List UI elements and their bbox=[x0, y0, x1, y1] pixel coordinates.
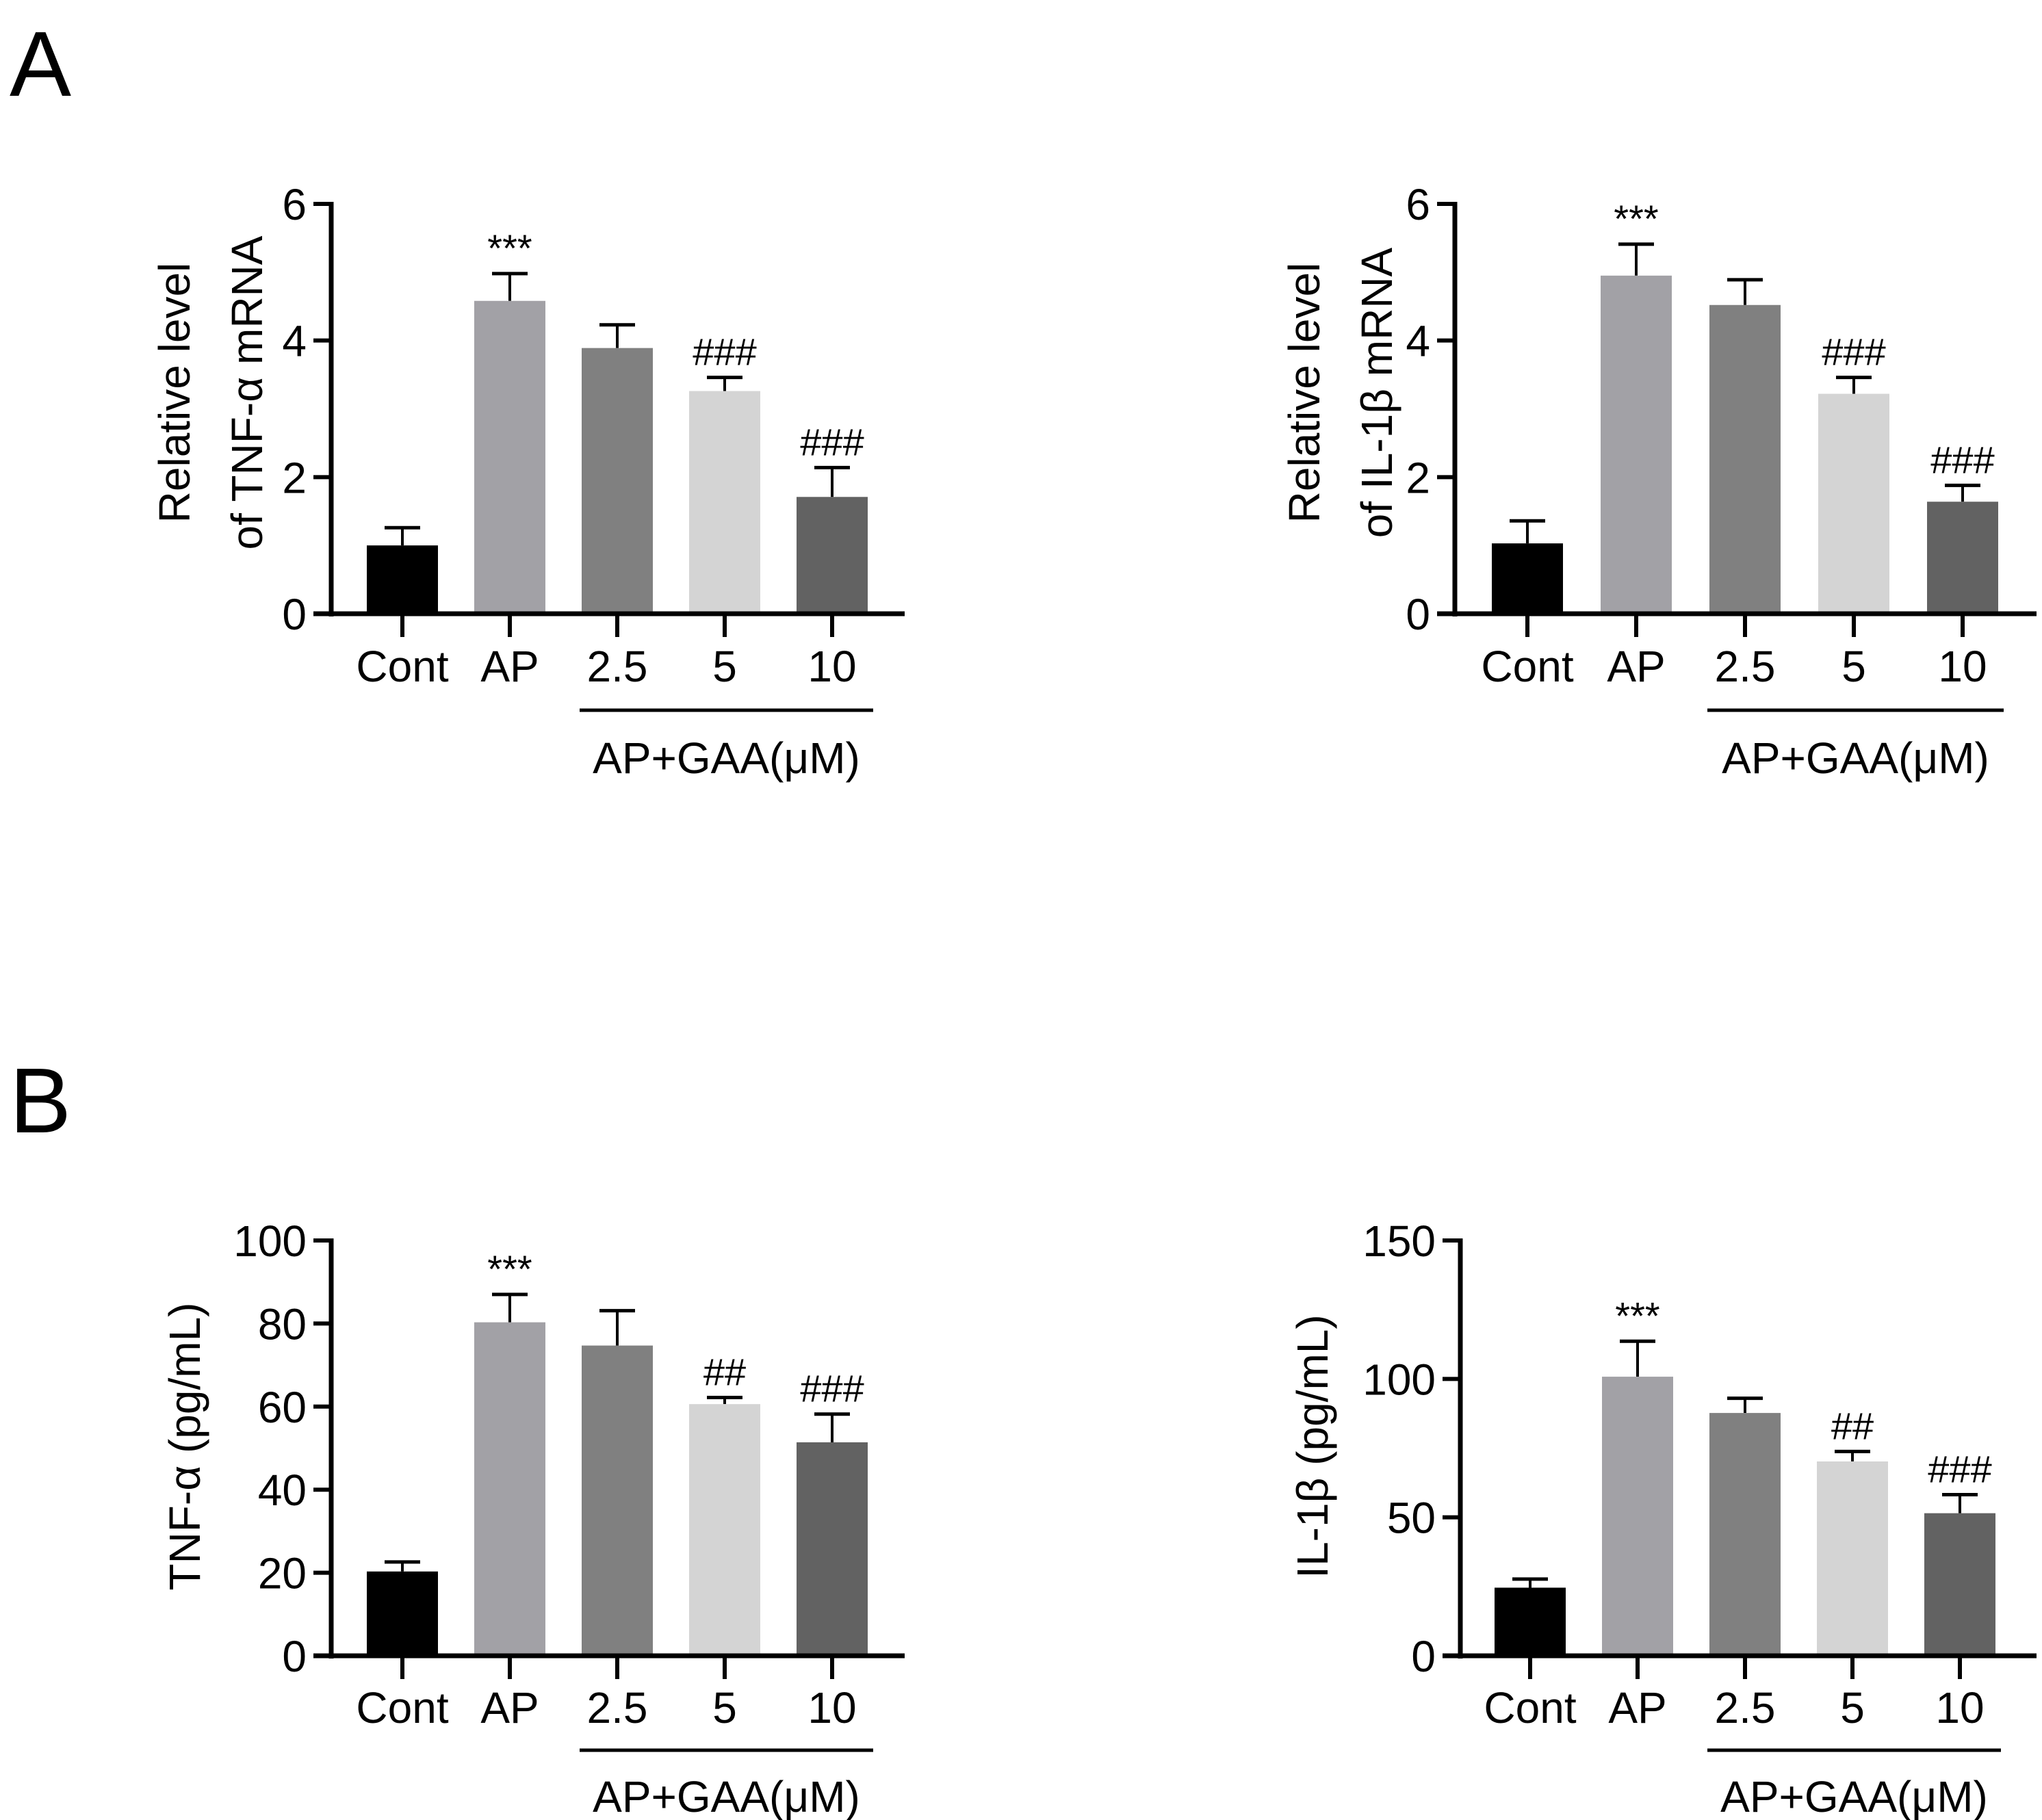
y-tick-label: 0 bbox=[1406, 590, 1430, 639]
y-tick-label: 60 bbox=[258, 1383, 307, 1432]
x-tick-label: 5 bbox=[712, 642, 737, 691]
x-axis-label: AP+GAA(μM) bbox=[593, 733, 860, 783]
y-tick-label: 100 bbox=[1362, 1355, 1436, 1404]
y-tick-label: 0 bbox=[282, 1632, 307, 1681]
x-tick-label: AP bbox=[1608, 1683, 1666, 1732]
significance-label: ### bbox=[800, 420, 864, 463]
x-tick-label: Cont bbox=[356, 1683, 448, 1732]
bar-5 bbox=[689, 1404, 760, 1656]
bar-10 bbox=[797, 497, 868, 614]
significance-label: ### bbox=[1930, 438, 1994, 481]
x-tick-label: 5 bbox=[1840, 1683, 1865, 1732]
y-tick-label: 40 bbox=[258, 1466, 307, 1515]
bar-AP bbox=[1602, 1377, 1673, 1656]
bar-Cont bbox=[1492, 543, 1563, 614]
x-tick-label: Cont bbox=[1484, 1683, 1576, 1732]
y-tick-label: 4 bbox=[1406, 317, 1430, 366]
bar-Cont bbox=[367, 1571, 438, 1656]
significance-label: ### bbox=[1928, 1447, 1991, 1490]
bar-10 bbox=[797, 1442, 868, 1656]
bar-AP bbox=[474, 300, 545, 614]
y-tick-label: 150 bbox=[1362, 1217, 1436, 1266]
bar-2.5 bbox=[1709, 304, 1781, 614]
bar-chart-2: Cont *** AP 2.5 ### 5 ### 10 0 2 4 6 Relative level o… bbox=[1280, 180, 2037, 783]
significance-label: *** bbox=[1615, 1294, 1659, 1337]
x-tick-label: 2.5 bbox=[1715, 642, 1776, 691]
bar-Cont bbox=[1495, 1587, 1566, 1656]
y-axis-label: IL-1β (pg/mL) bbox=[1288, 1314, 1337, 1578]
significance-label: *** bbox=[1614, 197, 1658, 240]
bar-AP bbox=[1601, 275, 1672, 614]
y-tick-label: 50 bbox=[1387, 1494, 1436, 1543]
y-tick-label: 6 bbox=[1406, 180, 1430, 229]
bar-5 bbox=[689, 391, 760, 614]
y-tick-label: 0 bbox=[282, 590, 307, 639]
significance-label: *** bbox=[487, 226, 532, 270]
y-tick-label: 80 bbox=[258, 1299, 307, 1349]
bar-2.5 bbox=[582, 348, 653, 614]
bar-chart-1: Cont *** AP 2.5 ### 5 ### 10 0 2 4 6 Relative level o… bbox=[150, 180, 905, 783]
bar-Cont bbox=[367, 545, 438, 614]
y-tick-label: 6 bbox=[282, 180, 307, 229]
bar-5 bbox=[1817, 1461, 1888, 1656]
significance-label: ## bbox=[1831, 1404, 1874, 1447]
bar-5 bbox=[1818, 393, 1889, 614]
x-tick-label: 2.5 bbox=[587, 642, 648, 691]
significance-label: ### bbox=[800, 1367, 864, 1410]
x-tick-label: 5 bbox=[712, 1683, 737, 1732]
y-tick-label: 100 bbox=[233, 1217, 307, 1266]
bar-2.5 bbox=[1709, 1413, 1781, 1656]
x-axis-label: AP+GAA(μM) bbox=[1722, 733, 1989, 783]
y-tick-label: 2 bbox=[282, 453, 307, 502]
y-tick-label: 20 bbox=[258, 1549, 307, 1598]
y-axis-label: of IL-1β mRNA bbox=[1352, 247, 1401, 538]
y-tick-label: 4 bbox=[282, 317, 307, 366]
y-tick-label: 0 bbox=[1411, 1632, 1436, 1681]
x-tick-label: 2.5 bbox=[1715, 1683, 1776, 1732]
significance-label: ## bbox=[703, 1350, 746, 1393]
x-axis-label: AP+GAA(μM) bbox=[1720, 1772, 1988, 1820]
x-tick-label: 10 bbox=[1938, 642, 1987, 691]
bar-10 bbox=[1924, 1513, 1995, 1656]
bar-AP bbox=[474, 1322, 545, 1656]
x-tick-label: 5 bbox=[1841, 642, 1866, 691]
y-axis-label: Relative level bbox=[150, 263, 199, 523]
y-axis-label: Relative level bbox=[1280, 263, 1329, 523]
x-tick-label: Cont bbox=[356, 642, 448, 691]
significance-label: *** bbox=[487, 1247, 532, 1290]
x-tick-label: 2.5 bbox=[587, 1683, 648, 1732]
x-axis-label: AP+GAA(μM) bbox=[593, 1772, 860, 1820]
x-tick-label: Cont bbox=[1481, 642, 1573, 691]
x-tick-label: 10 bbox=[807, 1683, 856, 1732]
x-tick-label: AP bbox=[480, 642, 539, 691]
panel-label-a: A bbox=[10, 12, 71, 116]
x-tick-label: AP bbox=[1607, 642, 1665, 691]
y-axis-label: of TNF-α mRNA bbox=[222, 235, 272, 549]
x-tick-label: AP bbox=[480, 1683, 539, 1732]
y-tick-label: 2 bbox=[1406, 453, 1430, 502]
bar-10 bbox=[1927, 502, 1998, 614]
x-tick-label: 10 bbox=[807, 642, 856, 691]
x-tick-label: 10 bbox=[1935, 1683, 1984, 1732]
bar-2.5 bbox=[582, 1345, 653, 1656]
y-axis-label: TNF-α (pg/mL) bbox=[160, 1303, 209, 1591]
significance-label: ### bbox=[1822, 330, 1885, 374]
significance-label: ### bbox=[693, 330, 756, 374]
panel-label-b: B bbox=[10, 1049, 71, 1152]
